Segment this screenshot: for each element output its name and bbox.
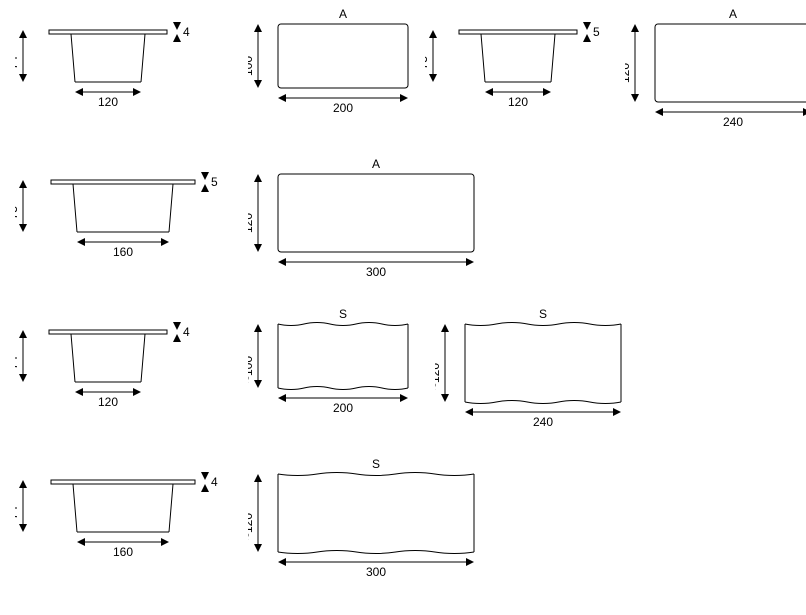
dim-depth-r3c2: ~100 [248, 356, 255, 383]
dim-depth-r3c3: ~120 [435, 363, 442, 390]
variant-letter-r1c4: A [729, 7, 737, 21]
dim-height-r2c1: 75 [15, 206, 20, 220]
bottom-edge-wavy [278, 551, 474, 554]
dim-depth-r2c2: 120 [248, 213, 255, 233]
dim-width-r4c1: 160 [113, 545, 133, 559]
top-outline [278, 174, 474, 252]
tabletop [49, 330, 167, 334]
tabletop [51, 480, 195, 484]
variant-letter-r2c2: A [372, 157, 380, 171]
bottom-edge-wavy [278, 387, 408, 390]
top-edge-wavy [278, 323, 408, 326]
drawing-r3c3: S ~120 240 [435, 304, 641, 432]
side-view-r1c1: 74 4 120 [15, 20, 215, 120]
top-view-r4c2: S ~120 300 [248, 454, 494, 582]
dim-width-r2c1: 160 [113, 245, 133, 259]
top-view-r1c4: A 120 240 [625, 4, 806, 132]
dim-depth-r4c2: ~120 [248, 513, 255, 540]
dim-width-r1c3: 120 [508, 95, 528, 109]
top-edge-wavy [278, 473, 474, 476]
dim-width-r1c1: 120 [98, 95, 118, 109]
dim-thickness-r1c3: 5 [593, 25, 600, 39]
drawing-r2c1: 75 5 160 [15, 170, 245, 270]
side-view-r4c1: 74 4 160 [15, 470, 245, 570]
dim-length-r2c2: 300 [366, 265, 386, 279]
dim-thickness-r1c1: 4 [183, 25, 190, 39]
variant-letter-r3c3: S [539, 307, 547, 321]
drawing-r3c2: S ~100 200 [248, 304, 428, 418]
variant-letter-r4c2: S [372, 457, 380, 471]
side-view-r2c1: 75 5 160 [15, 170, 245, 270]
drawing-r4c1: 74 4 160 [15, 470, 245, 570]
dim-depth-r1c2: 100 [248, 56, 255, 76]
dim-height-r1c1: 74 [15, 56, 20, 70]
top-view-r1c2: A 100 200 [248, 4, 428, 118]
dim-length-r1c4: 240 [723, 115, 743, 129]
dim-height-r1c3: 75 [425, 56, 430, 70]
variant-letter-r3c2: S [339, 307, 347, 321]
side-view-r1c3: 75 5 120 [425, 20, 625, 120]
dim-height-r4c1: 74 [15, 506, 20, 520]
drawing-r1c3: 75 5 120 [425, 20, 625, 120]
top-view-r3c3: S ~120 240 [435, 304, 641, 432]
top-outline [655, 24, 806, 102]
top-outline [278, 24, 408, 88]
tabletop [459, 30, 577, 34]
drawing-r2c2: A 120 300 [248, 154, 494, 282]
dim-thickness-r2c1: 5 [211, 175, 218, 189]
tabletop [49, 30, 167, 34]
dim-length-r4c2: 300 [366, 565, 386, 579]
dim-thickness-r3c1: 4 [183, 325, 190, 339]
tabletop [51, 180, 195, 184]
dim-length-r1c2: 200 [333, 101, 353, 115]
dim-length-r3c2: 200 [333, 401, 353, 415]
drawing-r4c2: S ~120 300 [248, 454, 494, 582]
drawing-r1c2: A 100 200 [248, 4, 428, 118]
dim-length-r3c3: 240 [533, 415, 553, 429]
side-view-r3c1: 74 4 120 [15, 320, 215, 420]
drawing-r1c1: 74 4 120 [15, 20, 215, 120]
drawing-r1c4: A 120 240 [625, 4, 806, 132]
dim-width-r3c1: 120 [98, 395, 118, 409]
top-view-r3c2: S ~100 200 [248, 304, 428, 418]
dim-depth-r1c4: 120 [625, 63, 632, 83]
top-edge-wavy [465, 323, 621, 326]
drawing-r3c1: 74 4 120 [15, 320, 215, 420]
variant-letter-r1c2: A [339, 7, 347, 21]
bottom-edge-wavy [465, 401, 621, 404]
top-view-r2c2: A 120 300 [248, 154, 494, 282]
diagram-canvas: 74 4 120 A 100 200 [0, 0, 806, 615]
dim-height-r3c1: 74 [15, 356, 20, 370]
dim-thickness-r4c1: 4 [211, 475, 218, 489]
